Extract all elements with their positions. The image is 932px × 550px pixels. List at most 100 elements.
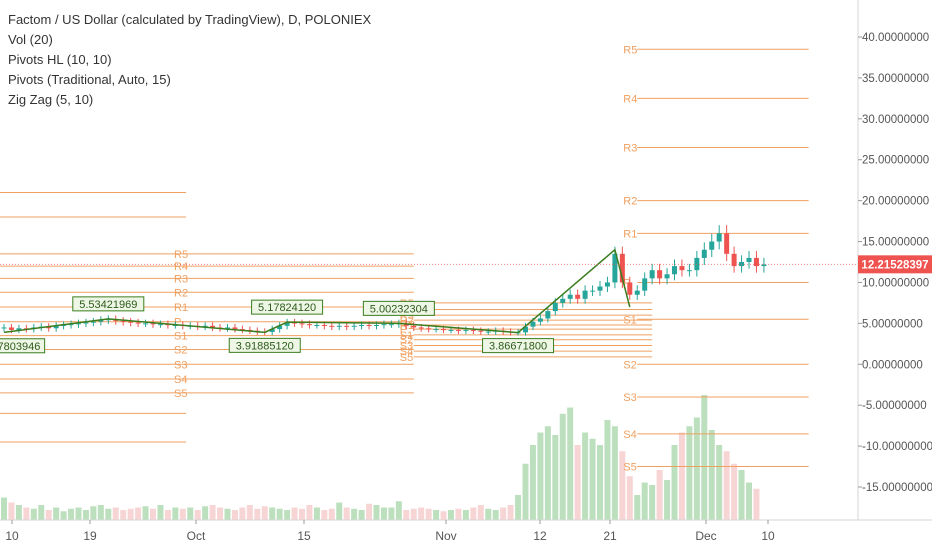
candle-body bbox=[441, 329, 447, 331]
candle-body bbox=[530, 321, 536, 327]
zigzag-polyline bbox=[3, 248, 631, 334]
candle-body bbox=[46, 326, 52, 329]
price-axis[interactable]: 40.00000000 35.00000000 30.00000000 25.0000… bbox=[858, 32, 932, 494]
pivot-levels: R5R4R3R2R1PS1S2S3S4S5R5R4R3R2R1PS1S2S3S4… bbox=[0, 44, 809, 474]
volume-bar bbox=[53, 507, 60, 520]
volume-bar bbox=[746, 482, 752, 520]
pivot-hl-box bbox=[0, 338, 46, 354]
candle-body bbox=[202, 325, 208, 327]
candle-body bbox=[359, 325, 365, 326]
pivot-level-label: S2 bbox=[174, 345, 187, 357]
volume-bar bbox=[462, 510, 469, 520]
candle-body bbox=[649, 270, 655, 279]
pivot-level-label: P bbox=[400, 324, 407, 336]
volume-bar bbox=[485, 508, 492, 520]
candle-body bbox=[672, 266, 677, 275]
volume-bar bbox=[23, 507, 30, 520]
candle-body bbox=[619, 253, 625, 283]
volume-bar bbox=[358, 510, 365, 520]
candle-body bbox=[411, 325, 417, 328]
price-tick-label: 20.00000000 bbox=[862, 196, 929, 208]
candle-body bbox=[642, 278, 648, 291]
volume-bar bbox=[366, 503, 373, 520]
volume-bar bbox=[313, 507, 320, 520]
candle-body bbox=[590, 290, 596, 292]
candle-body bbox=[731, 253, 737, 267]
candle-body bbox=[716, 233, 722, 242]
volume-bar bbox=[395, 501, 402, 520]
time-tick-label: 15 bbox=[297, 529, 311, 543]
indicator-volume[interactable]: Vol (20) bbox=[8, 32, 53, 47]
volume-bar bbox=[172, 507, 179, 520]
volume-bar bbox=[716, 445, 723, 520]
pivot-level-label: S2 bbox=[623, 359, 636, 371]
volume-bar bbox=[388, 507, 395, 520]
volume-bar bbox=[112, 507, 119, 520]
pivot-level-label: R4 bbox=[174, 261, 188, 273]
candle-body bbox=[239, 329, 245, 331]
volume-bar bbox=[284, 510, 291, 520]
candle-body bbox=[105, 319, 111, 321]
candle-body bbox=[485, 331, 491, 333]
pivot-level-label: P bbox=[174, 317, 181, 329]
volume-bar bbox=[678, 432, 685, 520]
candle-body bbox=[292, 322, 298, 324]
volume-bar bbox=[269, 507, 276, 520]
volume-bar bbox=[522, 463, 529, 520]
pivot-level-label: R3 bbox=[174, 273, 188, 285]
pivot-hl-value: 5.53421969 bbox=[79, 299, 137, 311]
candle-body bbox=[470, 329, 476, 331]
volume-bar bbox=[649, 485, 656, 520]
indicator-zigzag[interactable]: Zig Zag (5, 10) bbox=[8, 92, 94, 107]
volume-bar bbox=[254, 508, 261, 520]
price-tick-label: 5.00000000 bbox=[862, 318, 923, 330]
volume-bar bbox=[410, 508, 417, 520]
candle-body bbox=[604, 282, 610, 287]
candle-body bbox=[433, 329, 439, 331]
candle-body bbox=[16, 328, 22, 330]
pivot-level-label: S3 bbox=[400, 340, 413, 352]
pivot-level-label: S4 bbox=[400, 346, 413, 358]
candle-body bbox=[374, 325, 379, 326]
pivot-level-label: S3 bbox=[174, 359, 187, 371]
pivot-level-label: R3 bbox=[623, 142, 637, 154]
price-tick-label: 35.00000000 bbox=[862, 73, 929, 85]
time-axis[interactable]: 10 19 Oct 15 Nov 12 21 Dec 10 bbox=[5, 520, 775, 543]
volume-bar bbox=[261, 506, 268, 520]
volume-bar bbox=[68, 508, 75, 520]
candle-body bbox=[306, 324, 312, 326]
indicator-pivots-traditional[interactable]: Pivots (Traditional, Auto, 15) bbox=[8, 72, 171, 87]
volume-bar bbox=[194, 510, 201, 520]
time-tick-label: 19 bbox=[83, 529, 97, 543]
volume-bar bbox=[664, 480, 671, 520]
pivot-level-label: S1 bbox=[400, 330, 413, 342]
volume-bar bbox=[418, 507, 425, 520]
pivot-level-label: S5 bbox=[623, 462, 636, 474]
price-tick-label: 30.00000000 bbox=[862, 114, 929, 126]
indicator-pivots-hl[interactable]: Pivots HL (10, 10) bbox=[8, 52, 112, 67]
candle-body bbox=[366, 325, 372, 326]
price-tick-label: 40.00000000 bbox=[862, 32, 929, 44]
candle-body bbox=[560, 298, 566, 303]
price-tick-label: 0.00000000 bbox=[862, 359, 923, 371]
volume-bar bbox=[582, 432, 589, 520]
candle-body bbox=[418, 327, 424, 329]
pivot-hl-box bbox=[72, 296, 145, 312]
volume-bar bbox=[276, 508, 283, 520]
volume-bar bbox=[597, 445, 603, 520]
pivot-hl-labels: 5.53421969 5.17824120 5.00232304 3.91885120… bbox=[0, 296, 555, 354]
candle-body bbox=[135, 322, 141, 324]
volume-bar bbox=[656, 470, 663, 520]
candle-body bbox=[478, 330, 484, 332]
price-tick-label: 25.00000000 bbox=[862, 155, 929, 167]
pivot-level-label: S5 bbox=[400, 352, 413, 364]
volume-bar bbox=[708, 430, 715, 520]
pivot-hl-box bbox=[228, 337, 301, 353]
pivot-level-label: S5 bbox=[174, 388, 187, 400]
volume-bar bbox=[45, 510, 52, 520]
volume-bar bbox=[351, 508, 358, 520]
symbol-title[interactable]: Factom / US Dollar (calculated by Tradin… bbox=[8, 12, 372, 27]
volume-bar bbox=[299, 508, 305, 520]
candle-body bbox=[575, 294, 581, 299]
